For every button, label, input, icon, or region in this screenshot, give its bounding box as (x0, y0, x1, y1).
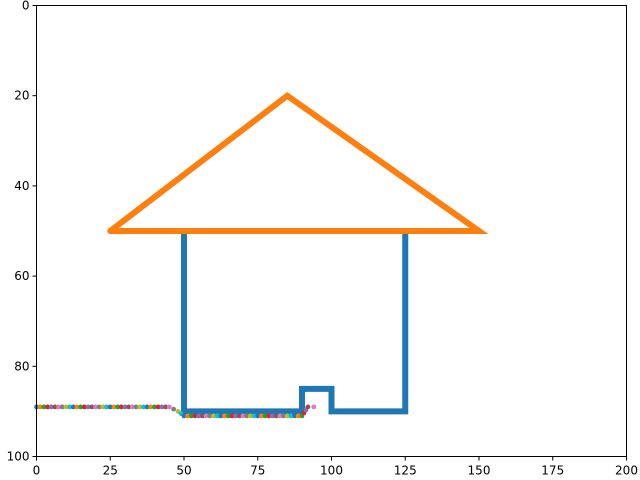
data-point (196, 413, 202, 419)
data-point (78, 404, 84, 410)
data-point (137, 404, 143, 410)
data-point (181, 413, 187, 419)
data-point (41, 404, 47, 410)
data-point (159, 404, 165, 410)
data-point (100, 404, 106, 410)
data-point (74, 404, 80, 410)
y-tick-label: 0 (22, 0, 30, 13)
data-point (192, 413, 198, 419)
axis-ticks: 0 25 50 75 100 125 150 175 200 0 20 40 60 80 100 (7, 0, 638, 478)
data-point (251, 413, 257, 419)
data-point (96, 404, 102, 410)
data-point (48, 404, 54, 410)
data-point (37, 404, 43, 410)
data-point (144, 404, 150, 410)
data-point (152, 404, 157, 410)
data-point (247, 413, 253, 419)
y-tick-label: 40 (14, 179, 29, 193)
data-point (211, 413, 216, 419)
data-point (115, 404, 121, 410)
data-point (111, 404, 117, 410)
data-point (122, 404, 128, 410)
data-point (200, 413, 205, 419)
data-point (233, 413, 239, 419)
data-point (311, 404, 317, 410)
data-point (270, 413, 275, 419)
x-tick-label: 50 (176, 464, 191, 478)
x-tick-label: 75 (250, 464, 265, 478)
data-point (118, 404, 124, 410)
data-point (141, 404, 146, 410)
y-tick-label: 80 (14, 359, 29, 373)
data-point (93, 404, 98, 410)
data-point (203, 413, 209, 419)
data-point (292, 413, 298, 419)
data-point (56, 404, 62, 410)
data-point (236, 413, 242, 419)
data-point (82, 404, 87, 410)
data-point (255, 413, 261, 419)
x-tick-label: 125 (394, 464, 417, 478)
data-point (222, 413, 227, 419)
x-tick-label: 175 (541, 464, 564, 478)
series-layer (34, 91, 489, 419)
x-tick-label: 100 (320, 464, 343, 478)
data-point (185, 413, 191, 419)
y-tick-label: 60 (14, 269, 29, 283)
series-line-0 (181, 228, 409, 415)
data-point (163, 404, 168, 410)
series-points-2 (34, 404, 317, 419)
x-tick-label: 150 (468, 464, 491, 478)
data-point (244, 413, 250, 419)
data-point (155, 404, 161, 410)
data-point (207, 413, 213, 419)
data-point (273, 413, 279, 419)
data-point (129, 404, 135, 410)
data-point (63, 404, 69, 410)
data-point (188, 413, 194, 419)
data-point (214, 413, 220, 419)
data-point (240, 413, 246, 419)
x-tick-label: 0 (33, 464, 41, 478)
data-point (277, 413, 283, 419)
data-point (126, 404, 132, 410)
data-point (225, 413, 231, 419)
data-point (166, 404, 172, 410)
data-point (52, 404, 58, 410)
data-point (148, 404, 154, 410)
data-point (218, 413, 224, 419)
data-point (229, 413, 235, 419)
data-point (104, 404, 109, 410)
data-point (45, 404, 50, 410)
data-point (305, 404, 311, 410)
data-point (59, 404, 65, 410)
data-point (70, 404, 76, 410)
data-point (259, 413, 264, 419)
y-tick-label: 20 (14, 89, 29, 103)
data-point (281, 413, 286, 419)
data-point (262, 413, 268, 419)
data-point (288, 413, 294, 419)
data-point (295, 413, 301, 419)
data-point (89, 404, 95, 410)
data-point (284, 413, 290, 419)
data-point (85, 404, 91, 410)
y-tick-label: 100 (7, 450, 30, 464)
data-point (107, 404, 113, 410)
data-point (266, 413, 272, 419)
data-point (67, 404, 73, 410)
data-point (133, 404, 139, 410)
x-tick-label: 25 (103, 464, 118, 478)
x-tick-label: 200 (615, 464, 638, 478)
data-point (171, 406, 177, 412)
series-line-1 (107, 91, 489, 234)
